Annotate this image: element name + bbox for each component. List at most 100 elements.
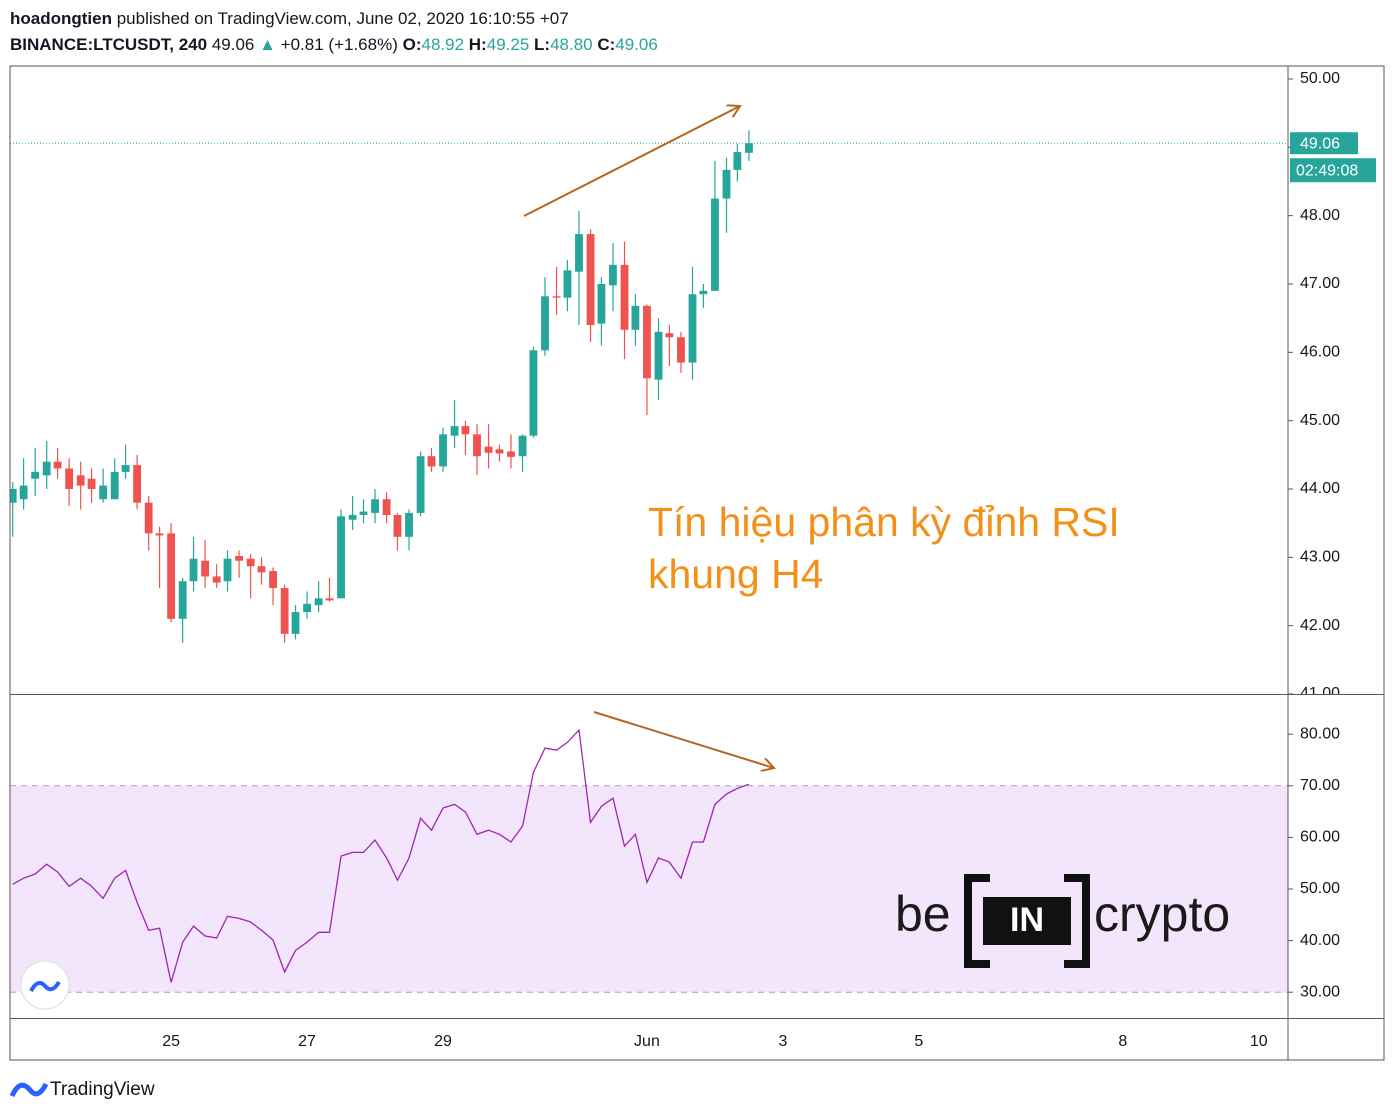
candle-body [711,198,719,291]
candle-body [439,434,447,467]
header: hoadongtien published on TradingView.com… [10,6,658,58]
x-tick-label: 5 [914,1033,923,1050]
y-tick-label: 50.00 [1300,70,1340,87]
candle-body [201,560,210,577]
x-tick-label: 8 [1118,1033,1127,1050]
tv-badge [20,960,70,1010]
last: 49.06 [211,35,255,54]
y-tick-label: 41.00 [1300,685,1340,702]
up-arrow: ▲ [259,35,276,54]
change: +0.81 (+1.68%) [280,35,398,54]
candle-body [597,283,606,324]
x-tick-label: 3 [778,1033,787,1050]
candle-body [461,426,470,435]
candle-body [42,461,51,476]
candle-body [518,435,527,457]
candle-body [371,499,379,513]
candle-body [269,570,277,589]
candle-body [167,533,176,619]
candle-body [688,294,697,363]
footer-logo [9,1082,49,1098]
candle-body [121,465,130,472]
y-tick-label: 44.00 [1300,480,1340,497]
watermark-box [983,897,1071,945]
annotation-line-2: khung H4 [648,551,824,597]
candle-body [677,337,685,363]
bracket-right [1064,874,1090,968]
candle-body [280,588,289,634]
watermark: be IN crypto [895,874,1230,968]
x-tick-label: Jun [634,1033,660,1050]
frame [9,65,1385,1061]
candle-body [325,598,334,601]
symbol: BINANCE:LTCUSDT, 240 [10,35,208,54]
y-tick-label: 50.00 [1300,880,1340,897]
candle-body [359,511,368,515]
candle-body [303,603,311,612]
candle-body [87,478,96,489]
candle-body [65,468,74,489]
candle-body [337,516,345,599]
y-tick-label: 46.00 [1300,344,1340,361]
candle-body [473,434,481,457]
y-tick-label: 30.00 [1300,983,1340,1000]
y-tick-label: 45.00 [1300,412,1340,429]
y-tick-label: 43.00 [1300,549,1340,566]
last-price-label: 49.06 [1300,135,1340,152]
candle-body [484,446,493,453]
published: published on TradingView.com, June 02, 2… [116,9,569,28]
candle-body [541,296,549,351]
badge-icon [29,980,61,993]
candle-body [257,566,266,573]
candle-body [575,234,583,272]
watermark-be: be [895,886,951,942]
candle-body [529,350,538,436]
candle-body [393,514,402,537]
candle-body [609,264,617,286]
footer-brand: TradingView [50,1079,155,1100]
watermark-in: IN [1010,901,1044,939]
candle-body [223,558,232,582]
x-tick-label: 10 [1250,1033,1268,1050]
candle-body [643,305,651,379]
candle-body [110,471,119,500]
candle-body [212,576,221,583]
author: hoadongtien [10,9,112,28]
x-tick-label: 27 [298,1033,316,1050]
o-value: 48.92 [421,35,465,54]
candle-body [155,533,164,536]
candle-body [382,499,391,515]
candle-body [10,488,17,503]
candle-body [291,611,300,634]
candle-body [495,449,504,454]
candle-body [405,512,413,537]
candle-body [733,152,742,170]
candle-body [178,581,187,619]
candle-body [235,555,244,561]
x-tick-label: 25 [162,1033,180,1050]
candle-body [427,456,436,467]
last-price-box [1290,132,1358,155]
candle-body [631,305,640,330]
candle-body [348,514,357,520]
candle-body [722,169,731,199]
candle-body [416,456,425,513]
y-tick-label: 60.00 [1300,829,1340,846]
candle-body [507,451,515,457]
candle-body [76,475,85,486]
candle-body [246,558,255,567]
y-tick-label: 80.00 [1300,725,1340,742]
rsi-line [12,728,750,983]
l-value: 48.80 [550,35,593,54]
countdown-box [1290,158,1376,183]
candle-body [665,333,674,338]
c-label: C: [597,35,616,54]
candle-body [620,264,629,330]
o-label: O: [402,35,422,54]
h-label: H: [468,35,487,54]
candle-body [133,465,142,503]
rsi-band [10,785,1288,993]
l-label: L: [534,35,551,54]
